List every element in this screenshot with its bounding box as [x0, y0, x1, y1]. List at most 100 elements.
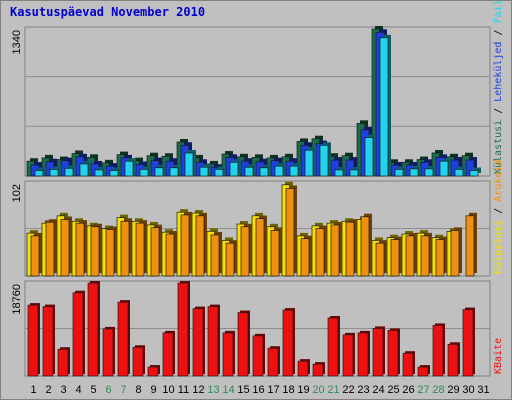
bar-bottom-1-day-7 [117, 301, 129, 377]
bar-top-3-day-18 [289, 165, 299, 177]
x-tick-label: 22 [342, 384, 354, 396]
x-tick-label: 30 [462, 384, 474, 396]
bar-middle-2-day-12 [195, 215, 205, 277]
bar-middle-2-day-1 [30, 235, 40, 277]
bar-top-3-day-19 [304, 149, 314, 177]
bar-middle-2-day-8 [135, 222, 145, 277]
x-tick-label: 26 [402, 384, 414, 396]
x-tick-label: 29 [447, 384, 459, 396]
bar-bottom-1-day-18 [282, 309, 294, 377]
bar-middle-2-day-30 [465, 215, 475, 277]
x-tick-label: 23 [357, 384, 369, 396]
x-tick-label: 16 [252, 384, 264, 396]
bar-bottom-1-day-19 [297, 360, 309, 377]
x-tick-label: 17 [267, 384, 279, 396]
bar-bottom-1-day-24 [372, 328, 384, 377]
legend-item: Arukeid [493, 160, 504, 202]
x-tick-label: 18 [282, 384, 294, 396]
x-tick-label: 5 [90, 384, 96, 396]
x-tick-label: 28 [432, 384, 444, 396]
legend-item: Külastusi [493, 220, 504, 274]
bar-top-3-day-6 [109, 170, 119, 177]
x-tick-label: 4 [75, 384, 81, 396]
bar-bottom-1-day-5 [87, 282, 99, 377]
legend-bottom: KBaite [493, 338, 504, 374]
bar-bottom-1-day-11 [177, 282, 189, 377]
x-tick-label: 9 [150, 384, 156, 396]
bar-bottom-1-day-10 [162, 332, 174, 377]
legend-item: Leheküljed [493, 42, 504, 102]
bar-middle-2-day-15 [240, 226, 250, 277]
x-tick-label: 24 [372, 384, 384, 396]
bar-middle-2-day-19 [300, 238, 310, 277]
bar-middle-2-day-3 [60, 219, 70, 277]
x-tick-label: 2 [45, 384, 51, 396]
legend-top: Külastusi / Leheküljed / Faile [493, 0, 504, 174]
bar-top-3-day-27 [424, 168, 434, 177]
x-tick-label: 10 [162, 384, 174, 396]
bar-middle-2-day-18 [285, 188, 295, 277]
bar-middle-2-day-9 [150, 227, 160, 277]
bar-top-3-day-22 [349, 169, 359, 177]
x-tick-label: 20 [312, 384, 324, 396]
bar-bottom-1-day-1 [27, 304, 39, 377]
bar-bottom-1-day-25 [387, 330, 399, 377]
bar-bottom-1-day-27 [417, 366, 429, 377]
bar-top-3-day-25 [394, 169, 404, 177]
bar-top-3-day-8 [139, 169, 149, 177]
x-tick-label: 6 [105, 384, 111, 396]
bar-top-3-day-1 [34, 170, 44, 177]
bar-top-3-day-14 [229, 161, 239, 177]
x-tick-label: 12 [192, 384, 204, 396]
legend-separator: / [493, 23, 504, 41]
bar-bottom-1-day-6 [102, 328, 114, 377]
x-tick-label: 11 [178, 384, 189, 396]
bar-middle-2-day-7 [120, 220, 130, 277]
bar-bottom-1-day-17 [267, 347, 279, 377]
chart-title: Kasutuspäevad November 2010 [10, 5, 206, 19]
bar-top-3-day-15 [244, 166, 254, 177]
bar-top-3-day-13 [214, 169, 224, 177]
bar-bottom-1-day-4 [72, 292, 84, 377]
bar-top-3-day-28 [439, 160, 449, 177]
bar-bottom-1-day-30 [462, 309, 474, 377]
bar-top-3-day-4 [79, 163, 89, 177]
bar-bottom-1-day-13 [207, 306, 219, 377]
bar-middle-2-day-5 [90, 226, 100, 277]
legend-separator: / [493, 102, 504, 120]
bar-top-3-day-30 [469, 170, 479, 177]
bar-middle-2-day-17 [270, 230, 280, 277]
bar-bottom-1-day-2 [42, 306, 54, 377]
bar-middle-2-day-25 [390, 239, 400, 277]
x-tick-label: 27 [417, 384, 429, 396]
bar-middle-2-day-29 [450, 230, 460, 277]
legend-middle: Külastusi / Arukeid [493, 160, 504, 274]
x-tick-label: 19 [297, 384, 309, 396]
bar-bottom-1-day-15 [237, 312, 249, 377]
bar-middle-2-day-10 [165, 233, 175, 277]
bar-top-3-day-3 [64, 167, 74, 177]
bar-bottom-1-day-28 [432, 325, 444, 377]
bar-middle-2-day-16 [255, 218, 265, 277]
bar-bottom-1-day-12 [192, 308, 204, 377]
bar-middle-2-day-2 [45, 221, 55, 277]
bar-top-3-day-2 [49, 169, 59, 177]
x-tick-label: 13 [207, 384, 219, 396]
x-tick-label: 25 [387, 384, 399, 396]
bar-top-3-day-17 [274, 165, 284, 177]
legend-item: Külastusi [493, 120, 504, 174]
y-max-label-top: 1340 [11, 30, 23, 54]
bar-top-3-day-11 [184, 152, 194, 177]
bar-middle-2-day-4 [75, 222, 85, 277]
bar-bottom-1-day-22 [342, 334, 354, 377]
bar-bottom-1-day-3 [57, 348, 69, 377]
bar-top-3-day-21 [334, 169, 344, 177]
x-tick-label: 31 [477, 384, 489, 396]
x-tick-label: 14 [222, 384, 234, 396]
bar-bottom-1-day-21 [327, 317, 339, 377]
bar-middle-2-day-22 [345, 221, 355, 277]
bar-top-3-day-12 [199, 166, 209, 177]
x-tick-label: 15 [237, 384, 249, 396]
bar-top-3-day-24 [379, 37, 389, 177]
